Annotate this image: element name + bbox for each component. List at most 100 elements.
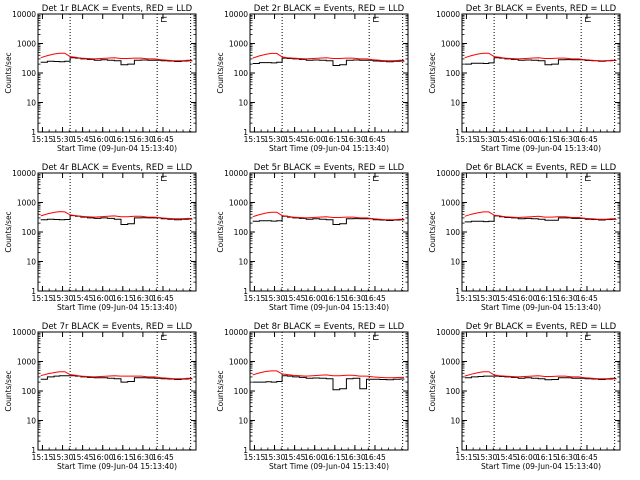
series-line-events — [464, 57, 617, 66]
x-tick-label: 16:45 — [152, 135, 174, 144]
x-tick-label: 16:45 — [364, 135, 386, 144]
plot-frame — [249, 331, 409, 451]
x-tick-label: 16:15 — [324, 453, 346, 462]
y-tick-label: 100 — [22, 228, 37, 237]
chart-title: Det 4r BLACK = Events, RED = LLD — [42, 163, 193, 173]
y-tick-label: 1 — [455, 287, 460, 296]
y-tick-label: 10000 — [224, 10, 248, 19]
x-tick-label: 16:00 — [516, 453, 538, 462]
x-tick-label: 16:45 — [576, 453, 598, 462]
series-line-events — [252, 375, 405, 391]
y-axis-label: Counts/sec — [4, 211, 13, 252]
chart-panel-4: Det 4r BLACK = Events, RED = LLD 1 10 100 10… — [4, 163, 197, 312]
chart-panel-9: Det 9r BLACK = Events, RED = LLD 1 10 100 10… — [428, 322, 621, 471]
y-tick-label: 1 — [31, 287, 36, 296]
x-tick-label: 15:15 — [456, 294, 478, 303]
y-tick-label: 10000 — [224, 169, 248, 178]
time-bracket-marker: ⊏ — [372, 15, 380, 25]
y-tick-label: 10000 — [12, 328, 36, 337]
x-tick-label: 15:45 — [72, 294, 94, 303]
x-tick-label: 16:30 — [556, 294, 578, 303]
chart-title: Det 8r BLACK = Events, RED = LLD — [254, 322, 405, 332]
y-tick-label: 100 — [22, 69, 37, 78]
chart-panel-1: Det 1r BLACK = Events, RED = LLD 1 10 100 10… — [4, 4, 197, 153]
x-axis-label: Start Time (09-Jun-04 15:13:40) — [481, 303, 601, 312]
y-tick-label: 10000 — [12, 169, 36, 178]
x-tick-label: 16:15 — [536, 294, 558, 303]
y-axis-label: Counts/sec — [4, 52, 13, 93]
chart-title: Det 2r BLACK = Events, RED = LLD — [254, 4, 405, 14]
plot-frame — [461, 331, 621, 451]
x-tick-label: 16:45 — [576, 135, 598, 144]
x-tick-label: 15:15 — [244, 294, 266, 303]
x-tick-label: 15:30 — [52, 135, 74, 144]
y-axis-label: Counts/sec — [216, 52, 225, 93]
plot-frame — [249, 13, 409, 133]
y-tick-label: 1000 — [17, 199, 36, 208]
x-tick-label: 16:15 — [536, 453, 558, 462]
x-tick-label: 15:15 — [456, 453, 478, 462]
x-tick-label: 16:45 — [152, 453, 174, 462]
x-tick-label: 16:45 — [576, 294, 598, 303]
x-tick-label: 16:00 — [92, 294, 114, 303]
chart-title: Det 5r BLACK = Events, RED = LLD — [254, 163, 405, 173]
x-tick-label: 15:30 — [264, 135, 286, 144]
y-tick-label: 10 — [450, 258, 460, 267]
y-tick-label: 10000 — [12, 10, 36, 19]
y-axis-label: Counts/sec — [216, 370, 225, 411]
y-axis-label: Counts/sec — [428, 211, 437, 252]
x-tick-label: 16:45 — [152, 294, 174, 303]
x-axis-label: Start Time (09-Jun-04 15:13:40) — [269, 462, 389, 471]
x-tick-label: 16:15 — [536, 135, 558, 144]
time-bracket-marker: ⊏ — [160, 15, 168, 25]
x-tick-label: 16:00 — [92, 135, 114, 144]
y-axis-label: Counts/sec — [428, 370, 437, 411]
y-tick-label: 10000 — [436, 328, 460, 337]
series-line-lld — [40, 52, 192, 62]
x-axis-label: Start Time (09-Jun-04 15:13:40) — [481, 462, 601, 471]
y-tick-label: 100 — [234, 387, 249, 396]
x-tick-label: 15:30 — [476, 135, 498, 144]
x-tick-label: 15:30 — [476, 294, 498, 303]
x-tick-label: 15:45 — [496, 294, 518, 303]
series-line-lld — [464, 52, 616, 62]
x-tick-label: 16:30 — [556, 135, 578, 144]
x-tick-label: 16:30 — [344, 294, 366, 303]
chart-panel-2: Det 2r BLACK = Events, RED = LLD 1 10 100 10… — [216, 4, 409, 153]
y-tick-label: 10 — [26, 417, 36, 426]
x-tick-label: 15:45 — [496, 453, 518, 462]
x-tick-label: 16:30 — [556, 453, 578, 462]
series-line-events — [40, 215, 193, 225]
x-tick-label: 16:45 — [364, 453, 386, 462]
y-tick-label: 1 — [243, 446, 248, 455]
chart-title: Det 1r BLACK = Events, RED = LLD — [42, 4, 193, 14]
x-tick-label: 15:30 — [476, 453, 498, 462]
x-tick-label: 16:00 — [516, 135, 538, 144]
y-tick-label: 1000 — [441, 40, 460, 49]
x-tick-label: 16:15 — [112, 135, 134, 144]
y-tick-label: 100 — [234, 228, 249, 237]
x-tick-label: 15:15 — [32, 294, 54, 303]
y-tick-label: 100 — [446, 69, 461, 78]
x-tick-label: 15:15 — [32, 135, 54, 144]
x-axis-label: Start Time (09-Jun-04 15:13:40) — [269, 144, 389, 153]
series-line-lld — [252, 52, 404, 62]
x-tick-label: 15:30 — [264, 294, 286, 303]
time-bracket-marker: ⊏ — [372, 174, 380, 184]
y-tick-label: 10000 — [224, 328, 248, 337]
x-tick-label: 16:00 — [304, 453, 326, 462]
chart-panel-7: Det 7r BLACK = Events, RED = LLD 1 10 100 10… — [4, 322, 197, 471]
y-tick-label: 10 — [238, 258, 248, 267]
chart-title: Det 3r BLACK = Events, RED = LLD — [466, 4, 617, 14]
x-tick-label: 16:15 — [324, 294, 346, 303]
plot-frame — [249, 172, 409, 292]
x-tick-label: 15:15 — [32, 453, 54, 462]
x-tick-label: 15:45 — [72, 453, 94, 462]
y-tick-label: 1 — [243, 128, 248, 137]
y-tick-label: 10 — [450, 99, 460, 108]
time-bracket-marker: ⊏ — [584, 174, 592, 184]
y-tick-label: 10 — [238, 417, 248, 426]
series-line-lld — [252, 370, 404, 379]
time-bracket-marker: ⊏ — [584, 15, 592, 25]
